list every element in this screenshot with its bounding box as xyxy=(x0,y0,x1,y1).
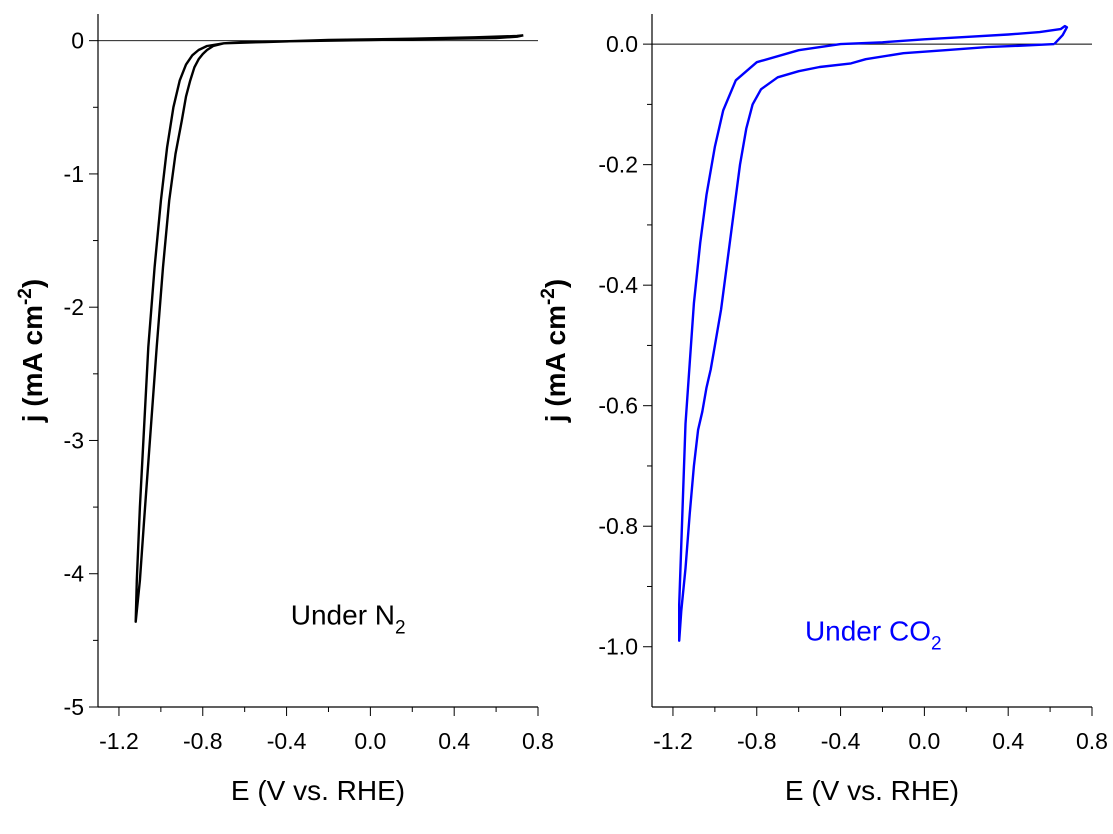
y-tick-label: 0 xyxy=(71,28,84,54)
y-axis-title-main: j (mA cm xyxy=(540,305,571,423)
y-tick-label: 0.0 xyxy=(606,31,638,57)
annotation-label: Under CO2 xyxy=(805,616,942,655)
x-tick-label: -0.4 xyxy=(821,728,861,754)
y-tick-label: -0.8 xyxy=(598,513,638,539)
annotation-label: Under N2 xyxy=(291,599,406,638)
y-axis-title: j (mA cm-2) xyxy=(15,279,48,423)
x-tick-label: -1.2 xyxy=(653,728,693,754)
annotation-text: Under N xyxy=(291,599,395,630)
x-tick-label: 0.8 xyxy=(1076,728,1108,754)
y-tick-label: -0.6 xyxy=(598,393,638,419)
x-tick-label: -0.8 xyxy=(183,728,223,754)
y-tick-label: -3 xyxy=(64,427,84,453)
y-tick-label: -2 xyxy=(64,294,84,320)
y-tick-label: -5 xyxy=(64,694,84,720)
annotation-text: Under CO xyxy=(805,616,931,647)
x-tick-label: -1.2 xyxy=(99,728,139,754)
cv-curve xyxy=(134,34,524,623)
x-tick-label: -0.8 xyxy=(737,728,777,754)
x-tick-label: 0.0 xyxy=(354,728,386,754)
y-tick-label: -1 xyxy=(64,161,84,187)
x-tick-label: 0.4 xyxy=(438,728,470,754)
x-axis-title: E (V vs. RHE) xyxy=(231,775,405,806)
annotation-subscript: 2 xyxy=(395,617,406,638)
chart-panel-co2: -1.2 -0.8 -0.4 0.0 0.4 0.8 0.0 -0.2 -0.4 -0.6 -0.8… xyxy=(538,14,1108,806)
y-axis-title-superscript: -2 xyxy=(15,288,36,305)
y-axis-title-close: ) xyxy=(540,279,571,288)
x-tick-label: -0.4 xyxy=(267,728,307,754)
x-tick-label: 0.0 xyxy=(908,728,940,754)
x-tick-label: 0.4 xyxy=(992,728,1024,754)
y-axis-title-superscript: -2 xyxy=(538,288,559,305)
x-axis-title: E (V vs. RHE) xyxy=(785,775,959,806)
y-axis-title: j (mA cm-2) xyxy=(538,279,571,423)
y-axis-title-close: ) xyxy=(17,279,48,288)
y-tick-label: -4 xyxy=(64,561,85,587)
y-axis-title-main: j (mA cm xyxy=(17,305,48,423)
annotation-subscript: 2 xyxy=(931,634,942,655)
y-tick-label: -0.4 xyxy=(598,272,638,298)
cv-curve xyxy=(678,24,1069,642)
x-tick-label: 0.8 xyxy=(522,728,554,754)
chart-panel-n2: -1.2 -0.8 -0.4 0.0 0.4 0.8 0 -1 -2 -3 -4 -5 E (V vs.… xyxy=(15,14,554,806)
y-tick-label: -0.2 xyxy=(598,152,638,178)
y-tick-label: -1.0 xyxy=(598,634,638,660)
